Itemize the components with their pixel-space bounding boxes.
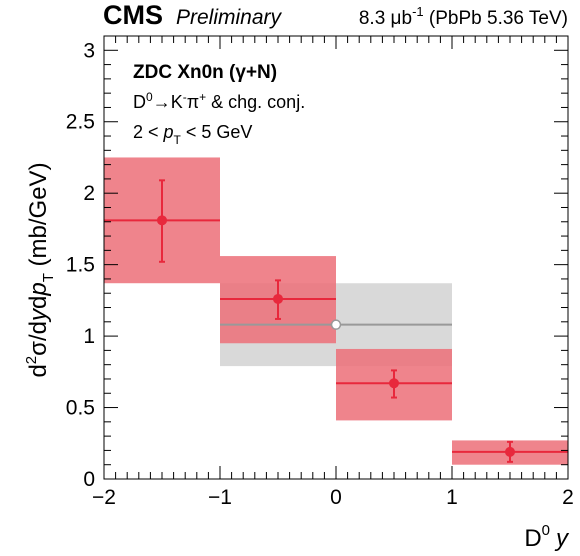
x-tick-label: 0 <box>330 486 342 509</box>
selection-label: ZDC Xn0n (γ+N) <box>133 62 277 83</box>
pt-range-label: 2 < pT < 5 GeV <box>133 122 252 147</box>
data-points <box>104 179 568 463</box>
data-point-open-0 <box>330 319 342 330</box>
x-tick-label: 1 <box>446 486 458 509</box>
data-point-1 <box>273 293 283 304</box>
status-label: Preliminary <box>176 6 283 29</box>
experiment-label: CMS <box>103 0 163 30</box>
luminosity-label: 8.3 μb-1 (PbPb 5.36 TeV) <box>359 4 568 29</box>
data-point-0 <box>157 215 167 226</box>
axis-ticks: −2 −1 0 1 2 0 0.5 1 1.5 2 2.5 3 <box>66 35 574 509</box>
y-tick-label: 1 <box>83 325 95 348</box>
decay-label: D0→K-π+ & chg. conj. <box>133 90 305 112</box>
y-tick-label: 0 <box>83 468 95 491</box>
y-tick-label: 3 <box>83 39 95 62</box>
systematic-uncertainty-boxes <box>104 157 568 465</box>
y-tick-label: 0.5 <box>66 397 95 420</box>
y-tick-label: 2.5 <box>66 111 95 134</box>
data-point-2 <box>389 378 399 389</box>
x-tick-label: −1 <box>208 486 232 509</box>
x-tick-label: 2 <box>562 486 574 509</box>
y-axis-title: d2σ/dydpT (mb/GeV) <box>23 162 57 377</box>
y-tick-label: 1.5 <box>66 254 95 277</box>
x-tick-label: −2 <box>92 486 116 509</box>
data-point-3 <box>505 446 515 457</box>
y-tick-label: 2 <box>83 182 95 205</box>
x-axis-title: D0 y <box>524 522 570 552</box>
